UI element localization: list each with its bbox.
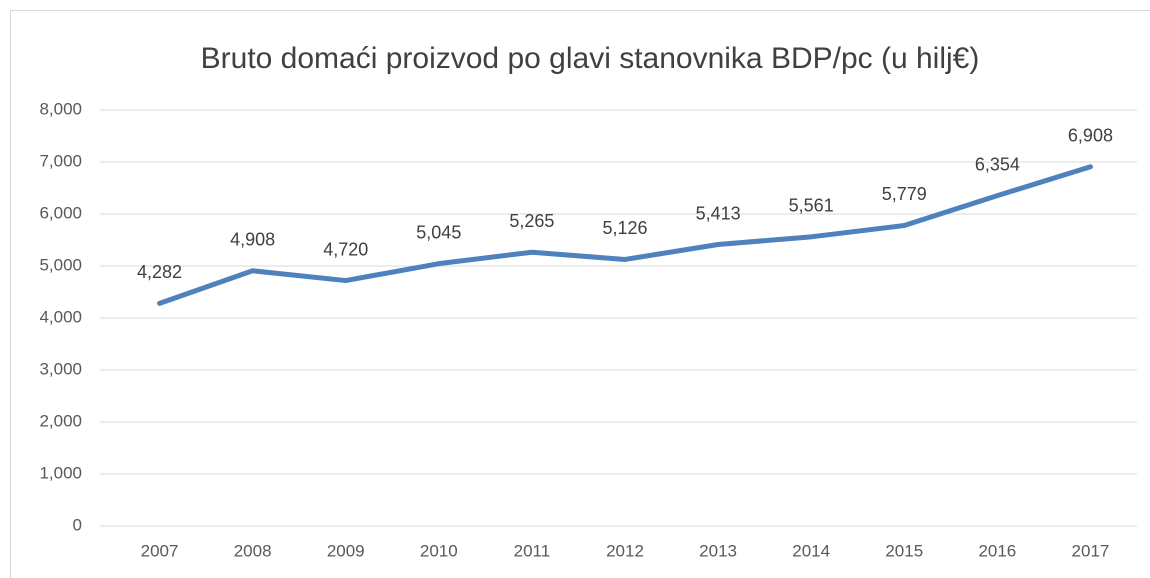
data-label: 5,265 <box>509 211 554 231</box>
data-label: 5,413 <box>696 203 741 223</box>
data-label: 6,354 <box>975 154 1020 174</box>
x-tick-label: 2008 <box>234 541 272 560</box>
x-tick-label: 2013 <box>699 541 737 560</box>
y-tick-label: 2,000 <box>39 411 82 430</box>
chart-border <box>10 10 1150 578</box>
y-tick-label: 6,000 <box>39 203 82 222</box>
x-tick-label: 2007 <box>141 541 179 560</box>
y-tick-label: 7,000 <box>39 151 82 170</box>
data-label: 4,282 <box>137 262 182 282</box>
data-label: 5,779 <box>882 184 927 204</box>
line-series <box>157 164 1093 306</box>
chart-title: Bruto domaći proizvod po glavi stanovnik… <box>201 42 980 75</box>
x-tick-label: 2009 <box>327 541 365 560</box>
data-label: 5,126 <box>602 218 647 238</box>
x-tick-label: 2012 <box>606 541 644 560</box>
data-label: 5,045 <box>416 222 461 242</box>
y-tick-label: 1,000 <box>39 463 82 482</box>
data-label: 4,720 <box>323 239 368 259</box>
x-tick-label: 2010 <box>420 541 458 560</box>
x-tick-label: 2011 <box>514 541 551 560</box>
y-tick-label: 8,000 <box>39 99 82 118</box>
x-tick-label: 2016 <box>978 541 1016 560</box>
x-tick-label: 2015 <box>885 541 923 560</box>
x-tick-label: 2017 <box>1072 541 1110 560</box>
x-tick-label: 2014 <box>792 541 830 560</box>
data-label: 5,561 <box>789 196 834 216</box>
data-label: 4,908 <box>230 230 275 250</box>
y-tick-label: 4,000 <box>39 307 82 326</box>
y-tick-label: 0 <box>73 515 82 534</box>
data-label: 6,908 <box>1068 126 1113 146</box>
y-tick-label: 5,000 <box>39 255 82 274</box>
y-tick-label: 3,000 <box>39 359 82 378</box>
